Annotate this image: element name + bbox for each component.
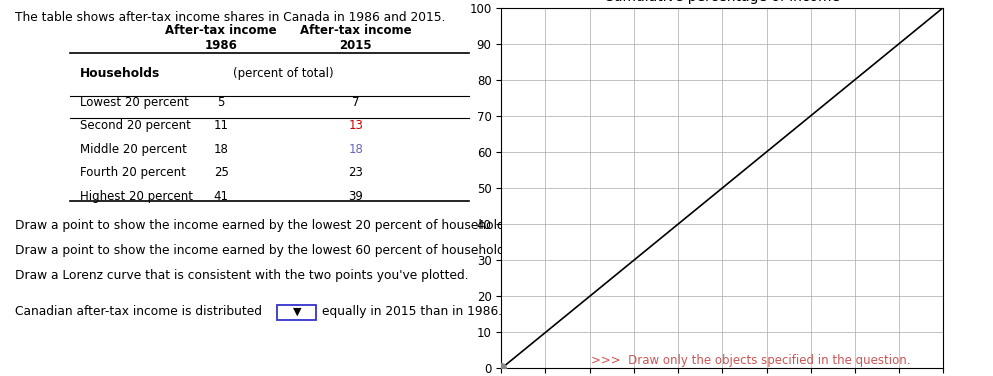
Text: 13: 13 xyxy=(349,120,363,132)
Text: After-tax income
2015: After-tax income 2015 xyxy=(300,24,411,52)
Text: 39: 39 xyxy=(349,190,363,203)
Text: Draw a point to show the income earned by the lowest 20 percent of households in: Draw a point to show the income earned b… xyxy=(15,219,565,232)
Text: 18: 18 xyxy=(213,143,228,156)
Text: Middle 20 percent: Middle 20 percent xyxy=(79,143,187,156)
Text: (percent of total): (percent of total) xyxy=(233,67,334,80)
Text: Fourth 20 percent: Fourth 20 percent xyxy=(79,166,186,179)
Text: The table shows after-tax income shares in Canada in 1986 and 2015.: The table shows after-tax income shares … xyxy=(15,11,445,24)
Text: 25: 25 xyxy=(213,166,228,179)
Point xyxy=(494,365,509,371)
Text: Draw a Lorenz curve that is consistent with the two points you've plotted.: Draw a Lorenz curve that is consistent w… xyxy=(15,269,468,282)
Text: Highest 20 percent: Highest 20 percent xyxy=(79,190,193,203)
Text: After-tax income
1986: After-tax income 1986 xyxy=(165,24,277,52)
Text: ▼: ▼ xyxy=(293,307,301,317)
Text: 7: 7 xyxy=(352,96,359,109)
Text: 18: 18 xyxy=(349,143,363,156)
Text: Canadian after-tax income is distributed: Canadian after-tax income is distributed xyxy=(15,305,261,318)
Text: Households: Households xyxy=(79,67,160,80)
Text: Lowest 20 percent: Lowest 20 percent xyxy=(79,96,189,109)
Text: 41: 41 xyxy=(213,190,228,203)
Text: 23: 23 xyxy=(349,166,363,179)
Text: equally in 2015 than in 1986.: equally in 2015 than in 1986. xyxy=(322,305,502,318)
FancyBboxPatch shape xyxy=(277,305,317,320)
Text: 11: 11 xyxy=(213,120,228,132)
Text: Draw a point to show the income earned by the lowest 60 percent of households in: Draw a point to show the income earned b… xyxy=(15,244,565,257)
Text: >>>  Draw only the objects specified in the question.: >>> Draw only the objects specified in t… xyxy=(591,353,911,367)
Title: Cumulative percentage of income: Cumulative percentage of income xyxy=(605,0,840,4)
Text: 5: 5 xyxy=(217,96,224,109)
Text: Second 20 percent: Second 20 percent xyxy=(79,120,191,132)
